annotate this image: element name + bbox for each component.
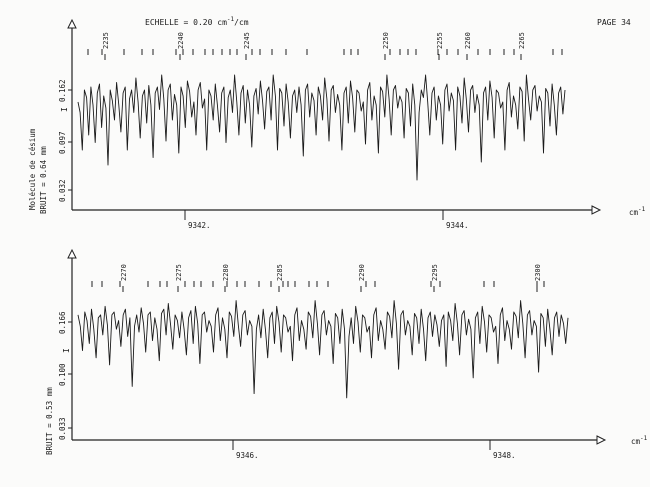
- panel2-line-number-label: 2295: [431, 264, 439, 281]
- panel1-y-tick-label: 0.032: [58, 179, 67, 202]
- chart-marks: 0.032 0.097 0.162 9342. 9344. 2235 2240 2245 225…: [58, 18, 607, 460]
- panel2-line-number-label: 2275: [175, 264, 183, 281]
- page-number: PAGE 34: [597, 18, 631, 27]
- panel1-side-label: Molécule de césium: [28, 128, 37, 210]
- panel2-line-number-label: 2300: [534, 264, 542, 281]
- panel2-x-unit: cm-1: [631, 435, 648, 446]
- panel1-x-tick-label: 9342.: [188, 221, 211, 230]
- panel1-line-number-label: 2255: [436, 32, 444, 49]
- panel2-y-axis-arrow: [67, 248, 77, 259]
- panel1-line-number-label: 2240: [177, 32, 185, 49]
- panel2-line-number-label: 2285: [276, 264, 284, 281]
- panel1-x-unit: cm-1: [629, 206, 646, 217]
- panel1-y-tick-label: 0.162: [58, 79, 67, 102]
- panel2-x-tick-label: 9348.: [493, 451, 516, 460]
- panel1-line-number-label: 2250: [382, 32, 390, 49]
- panel2-y-tick-label: 0.166: [58, 311, 67, 334]
- panel1-line-number-label: 2235: [102, 32, 110, 49]
- panel2-ylabel: I: [62, 348, 71, 353]
- panel2-line-number-label: 2290: [358, 264, 366, 281]
- panel1-x-tick-label: 9344.: [446, 221, 469, 230]
- panel2-line-number-label: 2280: [222, 264, 230, 281]
- panel1-y-tick-label: 0.097: [58, 131, 67, 154]
- panel2-y-tick-label: 0.033: [58, 417, 67, 440]
- panel2-y-tick-label: 0.100: [58, 363, 67, 386]
- panel1-line-number-label: 2260: [464, 32, 472, 49]
- panel1-ylabel: I: [60, 107, 69, 112]
- panel1-y-axis-arrow: [67, 18, 77, 29]
- panel1-noise-label: BRUIT = 0.64 mm: [39, 146, 48, 214]
- panel1-spectrum-trace: [77, 74, 566, 181]
- scale-label: ECHELLE = 0.20 cm-1/cm: [145, 16, 249, 27]
- panel2-x-axis-arrow: [596, 435, 607, 445]
- panel1-x-axis-arrow: [591, 205, 602, 215]
- panel2-noise-label: BRUIT = 0.53 mm: [45, 387, 54, 455]
- panel1-line-number-label: 2265: [518, 32, 526, 49]
- panel2-spectrum-trace: [77, 300, 569, 399]
- panel1-line-number-label: 2245: [243, 32, 251, 49]
- panel2-line-number-label: 2270: [120, 264, 128, 281]
- panel2-x-tick-label: 9346.: [236, 451, 259, 460]
